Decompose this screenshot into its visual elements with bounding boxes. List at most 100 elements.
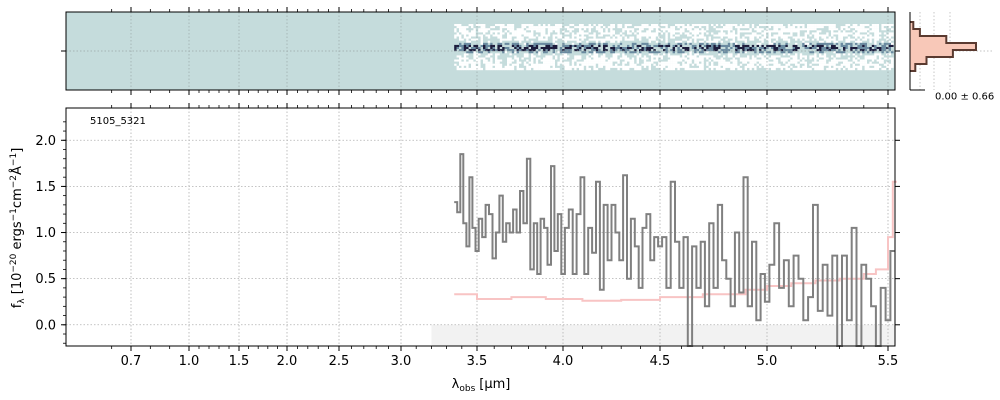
- heatmap-cell: [819, 57, 822, 60]
- heatmap-cell: [826, 63, 829, 66]
- heatmap-cell: [720, 55, 724, 58]
- heatmap-cell: [675, 53, 678, 56]
- heatmap-cell: [672, 59, 676, 62]
- heatmap-cell: [754, 38, 757, 41]
- heatmap-cell: [610, 59, 613, 62]
- heatmap-cell: [819, 32, 822, 35]
- heatmap-cell: [631, 63, 635, 66]
- heatmap-cell: [624, 34, 628, 37]
- heatmap-cell: [636, 36, 640, 39]
- heatmap-cell: [497, 32, 500, 35]
- heatmap-cell: [581, 47, 584, 50]
- heatmap-cell: [735, 63, 738, 66]
- heatmap-cell: [463, 40, 467, 43]
- heatmap-cell: [672, 30, 676, 33]
- heatmap-cell: [567, 57, 570, 60]
- heatmap-cell: [701, 51, 704, 54]
- heatmap-cell: [622, 32, 625, 35]
- heatmap-cell: [857, 57, 860, 60]
- heatmap-cell: [598, 28, 601, 31]
- heatmap-cell: [677, 53, 680, 56]
- heatmap-cell: [701, 32, 704, 35]
- heatmap-cell: [579, 44, 582, 48]
- heatmap-cell: [646, 44, 649, 48]
- spectrum-1d-frame: [65, 107, 896, 347]
- heatmap-cell: [507, 65, 510, 69]
- heatmap-cell: [672, 32, 676, 35]
- heatmap-cell: [667, 44, 671, 48]
- heatmap-cell: [727, 51, 731, 54]
- heatmap-cell: [622, 63, 625, 66]
- heatmap-cell: [871, 40, 875, 43]
- heatmap-cell: [586, 53, 589, 56]
- heatmap-cell: [718, 28, 721, 31]
- heatmap-cell: [720, 65, 724, 69]
- heatmap-cell: [670, 40, 673, 43]
- heatmap-cell: [792, 32, 796, 35]
- heatmap-cell: [454, 34, 457, 37]
- heatmap-cell: [807, 28, 810, 31]
- heatmap-cell: [490, 53, 493, 56]
- heatmap-cell: [559, 51, 563, 54]
- heatmap-cell: [511, 34, 515, 37]
- heatmap-cell: [701, 67, 704, 71]
- heatmap-cell: [603, 32, 606, 35]
- heatmap-cell: [627, 61, 630, 64]
- heatmap-cell: [639, 24, 642, 27]
- heatmap-cell: [723, 51, 726, 54]
- heatmap-cell: [581, 40, 584, 43]
- heatmap-cell: [727, 40, 731, 43]
- heatmap-cell: [502, 65, 505, 69]
- heatmap-cell: [816, 51, 820, 54]
- heatmap-cell: [526, 30, 529, 33]
- heatmap-cell: [567, 26, 570, 29]
- heatmap-cell: [804, 34, 808, 37]
- heatmap-cell: [679, 47, 683, 50]
- heatmap-cell: [768, 47, 772, 50]
- heatmap-cell: [742, 28, 745, 31]
- heatmap-cell: [799, 34, 803, 37]
- heatmap-cell: [747, 30, 750, 33]
- heatmap-cell: [787, 32, 791, 35]
- heatmap-cell: [826, 55, 829, 58]
- heatmap-cell: [694, 30, 697, 33]
- heatmap-cell: [785, 38, 788, 41]
- heatmap-cell: [797, 65, 800, 69]
- heatmap-cell: [562, 34, 565, 37]
- y-axis-label-part4: Å: [9, 166, 25, 175]
- heatmap-cell: [567, 40, 570, 43]
- heatmap-cell: [507, 40, 510, 43]
- heatmap-cell: [735, 67, 738, 71]
- x-tick-label-0: 0.7: [121, 354, 142, 369]
- heatmap-cell: [490, 59, 493, 62]
- heatmap-cell: [461, 34, 464, 37]
- heatmap-cell: [564, 28, 568, 31]
- heatmap-cell: [720, 67, 724, 71]
- heatmap-cell: [828, 67, 832, 71]
- heatmap-cell: [624, 36, 628, 39]
- heatmap-cell: [665, 47, 668, 50]
- heatmap-cell: [888, 34, 892, 37]
- heatmap-cell: [555, 61, 558, 64]
- heatmap-cell: [677, 38, 680, 41]
- heatmap-cell: [735, 40, 738, 43]
- heatmap-cell: [802, 53, 805, 56]
- heatmap-cell: [466, 47, 469, 50]
- heatmap-cell: [787, 65, 791, 69]
- heatmap-cell: [694, 65, 697, 69]
- heatmap-cell: [742, 44, 745, 48]
- heatmap-cell: [850, 65, 853, 69]
- heatmap-cell: [826, 32, 829, 35]
- heatmap-cell: [672, 65, 676, 69]
- heatmap-cell: [636, 34, 640, 37]
- heatmap-cell: [557, 57, 560, 60]
- heatmap-cell: [454, 32, 457, 35]
- heatmap-cell: [624, 24, 628, 27]
- heatmap-cell: [483, 32, 486, 35]
- heatmap-cell: [831, 65, 834, 69]
- heatmap-cell: [831, 40, 834, 43]
- heatmap-cell: [891, 67, 894, 71]
- heatmap-cell: [519, 61, 522, 64]
- heatmap-cell: [677, 67, 680, 71]
- heatmap-cell: [586, 63, 589, 66]
